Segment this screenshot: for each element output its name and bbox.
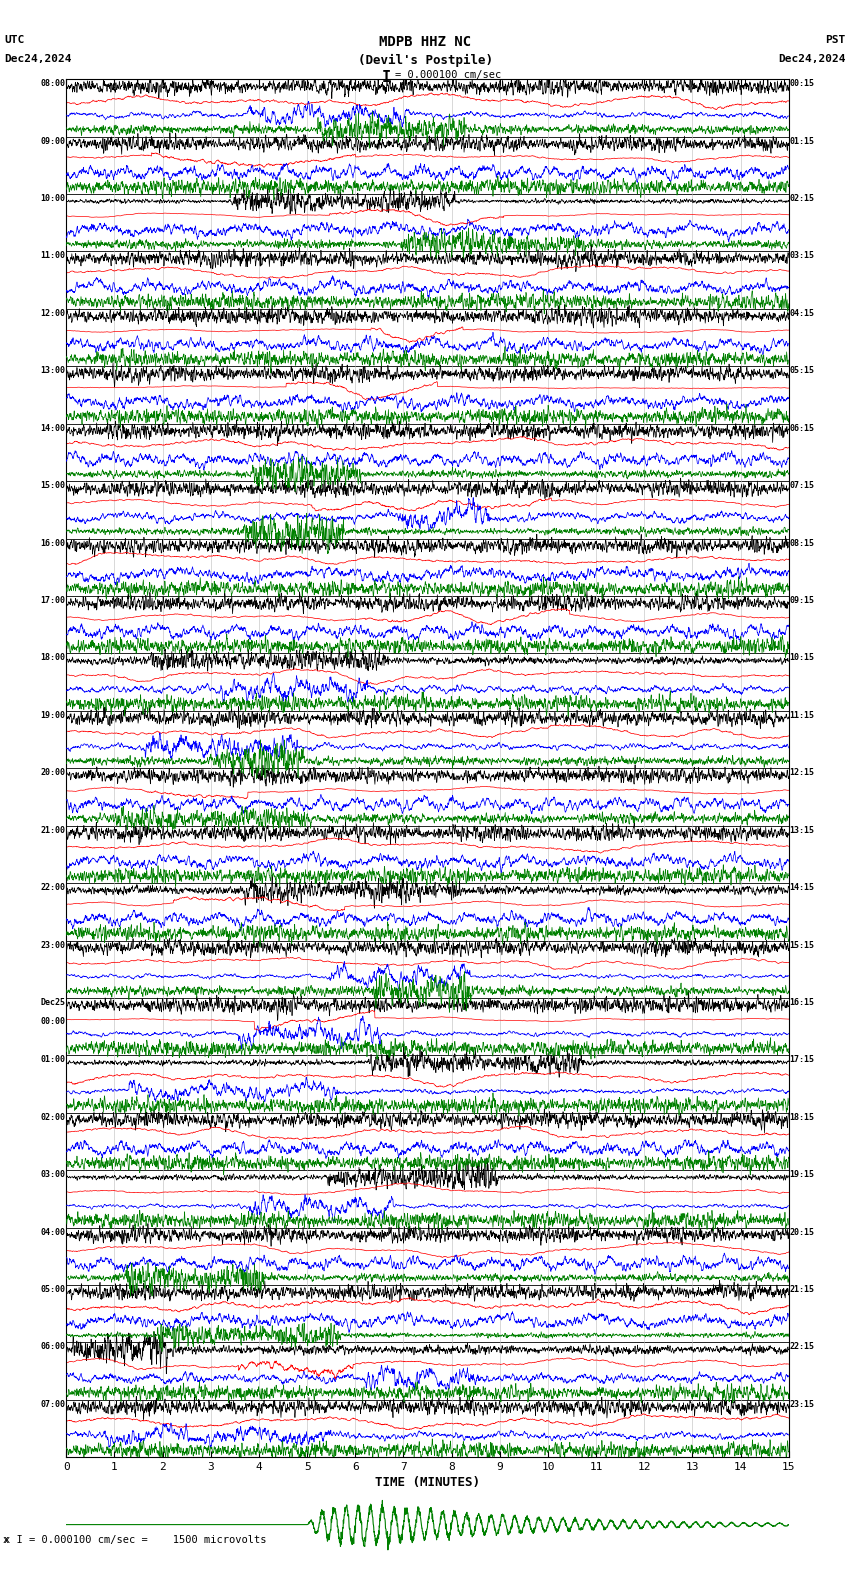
Text: 12:15: 12:15	[790, 768, 814, 778]
Text: x I = 0.000100 cm/sec =    1500 microvolts: x I = 0.000100 cm/sec = 1500 microvolts	[4, 1535, 267, 1544]
Text: 10:00: 10:00	[41, 195, 65, 203]
Text: 16:00: 16:00	[41, 539, 65, 548]
Text: UTC: UTC	[4, 35, 25, 44]
Text: Dec24,2024: Dec24,2024	[779, 54, 846, 63]
Text: 03:15: 03:15	[790, 252, 814, 260]
Text: 00:15: 00:15	[790, 79, 814, 89]
Text: PST: PST	[825, 35, 846, 44]
Text: 14:15: 14:15	[790, 882, 814, 892]
Text: 12:00: 12:00	[41, 309, 65, 318]
Text: MDPB HHZ NC: MDPB HHZ NC	[379, 35, 471, 49]
Text: 09:00: 09:00	[41, 136, 65, 146]
Text: 11:15: 11:15	[790, 711, 814, 719]
Text: = 0.000100 cm/sec: = 0.000100 cm/sec	[395, 70, 501, 79]
Text: 00:00: 00:00	[41, 1017, 65, 1026]
Text: Dec24,2024: Dec24,2024	[4, 54, 71, 63]
Text: 02:00: 02:00	[41, 1112, 65, 1121]
Text: Dec25: Dec25	[41, 998, 65, 1007]
Text: 06:15: 06:15	[790, 423, 814, 432]
Text: 22:00: 22:00	[41, 882, 65, 892]
X-axis label: TIME (MINUTES): TIME (MINUTES)	[375, 1476, 480, 1489]
Text: 04:15: 04:15	[790, 309, 814, 318]
Text: 17:15: 17:15	[790, 1055, 814, 1064]
Text: 23:00: 23:00	[41, 941, 65, 949]
Text: 07:00: 07:00	[41, 1400, 65, 1408]
Text: 14:00: 14:00	[41, 423, 65, 432]
Text: 11:00: 11:00	[41, 252, 65, 260]
Text: 10:15: 10:15	[790, 653, 814, 662]
Text: 19:00: 19:00	[41, 711, 65, 719]
Text: (Devil's Postpile): (Devil's Postpile)	[358, 54, 492, 67]
Text: 01:15: 01:15	[790, 136, 814, 146]
Text: 07:15: 07:15	[790, 482, 814, 489]
Text: 20:00: 20:00	[41, 768, 65, 778]
Text: 16:15: 16:15	[790, 998, 814, 1007]
Text: 05:15: 05:15	[790, 366, 814, 375]
Text: 09:15: 09:15	[790, 596, 814, 605]
Text: 22:15: 22:15	[790, 1342, 814, 1351]
Text: 04:00: 04:00	[41, 1228, 65, 1237]
Text: 23:15: 23:15	[790, 1400, 814, 1408]
Text: 19:15: 19:15	[790, 1171, 814, 1178]
Text: 05:00: 05:00	[41, 1285, 65, 1294]
Text: 18:00: 18:00	[41, 653, 65, 662]
Text: 08:15: 08:15	[790, 539, 814, 548]
Text: x: x	[3, 1535, 8, 1544]
Text: 01:00: 01:00	[41, 1055, 65, 1064]
Text: 21:15: 21:15	[790, 1285, 814, 1294]
Text: 02:15: 02:15	[790, 195, 814, 203]
Text: 08:00: 08:00	[41, 79, 65, 89]
Text: 20:15: 20:15	[790, 1228, 814, 1237]
Text: 21:00: 21:00	[41, 825, 65, 835]
Text: 17:00: 17:00	[41, 596, 65, 605]
Text: 13:00: 13:00	[41, 366, 65, 375]
Text: 18:15: 18:15	[790, 1112, 814, 1121]
Text: 03:00: 03:00	[41, 1171, 65, 1178]
Text: 15:00: 15:00	[41, 482, 65, 489]
Text: I: I	[382, 70, 391, 84]
Text: 06:00: 06:00	[41, 1342, 65, 1351]
Text: 13:15: 13:15	[790, 825, 814, 835]
Text: 15:15: 15:15	[790, 941, 814, 949]
